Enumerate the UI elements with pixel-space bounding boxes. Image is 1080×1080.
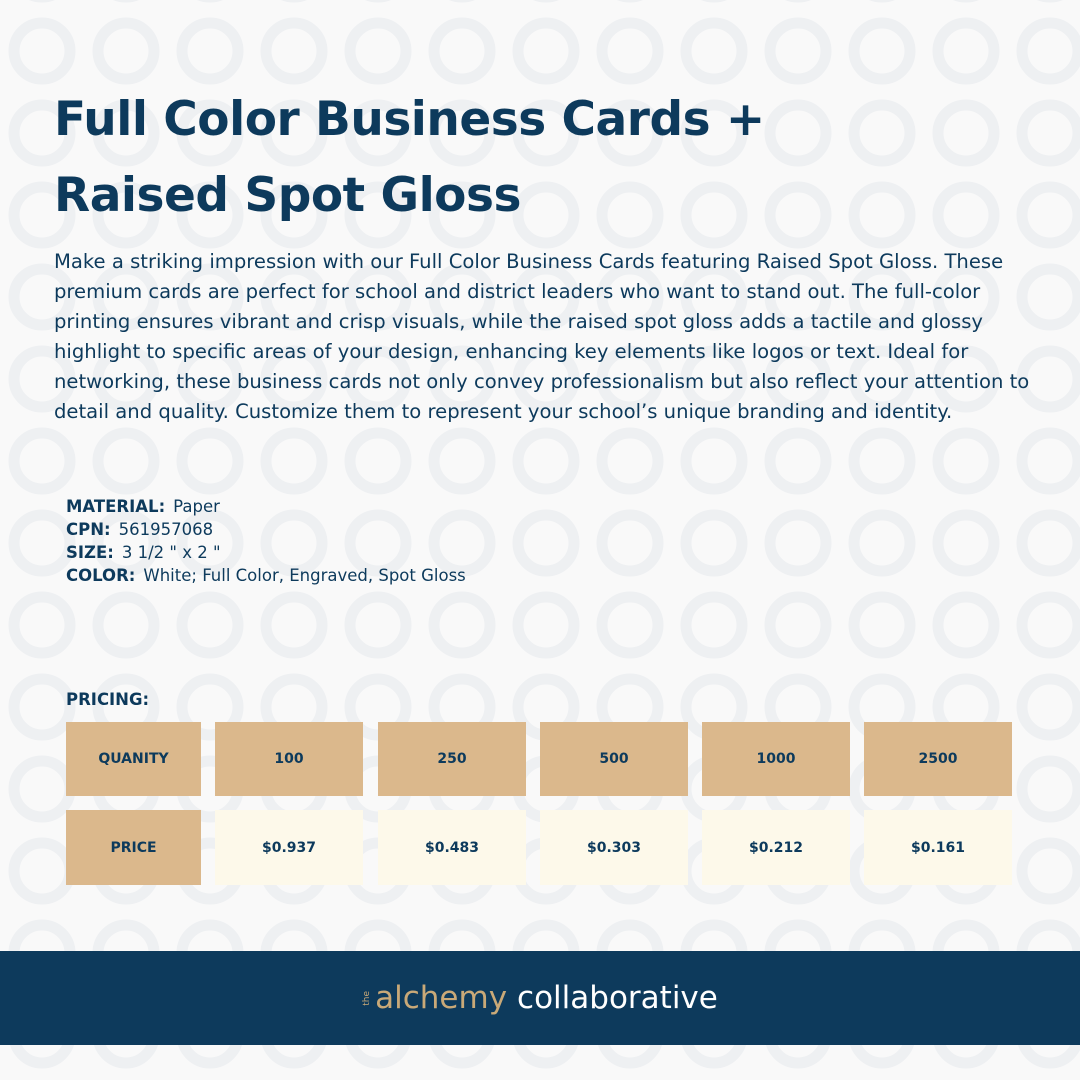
spec-row: SIZE: 3 1/2 " x 2 " (66, 541, 466, 564)
spec-label: CPN: (66, 520, 111, 539)
spec-label: COLOR: (66, 566, 136, 585)
table-cell: $0.161 (864, 810, 1012, 885)
table-cell: $0.303 (540, 810, 688, 885)
pricing-label: PRICING: (66, 690, 150, 709)
spec-label: SIZE: (66, 543, 114, 562)
table-header-cell: QUANITY (66, 722, 201, 796)
logo-brand: alchemy (375, 980, 508, 1016)
table-header-cell: 100 (215, 722, 363, 796)
description: Make a striking impression with our Full… (54, 250, 1030, 423)
table-cell: $0.483 (378, 810, 526, 885)
spec-value: 561957068 (118, 520, 214, 539)
table-cell: PRICE (66, 810, 201, 885)
spec-row: COLOR: White; Full Color, Engraved, Spot … (66, 564, 466, 587)
footer: the alchemy collaborative (0, 951, 1080, 1045)
spec-value: 3 1/2 " x 2 " (121, 543, 221, 562)
table-header-cell: 1000 (702, 722, 850, 796)
spec-value: White; Full Color, Engraved, Spot Gloss (143, 566, 466, 585)
logo-small: the (362, 990, 373, 1006)
spec-row: CPN: 561957068 (66, 518, 466, 541)
table-cell: $0.212 (702, 810, 850, 885)
table-header-cell: 500 (540, 722, 688, 796)
table-cell: $0.937 (215, 810, 363, 885)
table-header-cell: 2500 (864, 722, 1012, 796)
specs: MATERIAL: Paper CPN: 561957068 SIZE: 3 1/2 … (66, 495, 466, 587)
title: Full Color Business Cards + Raised Spot … (54, 92, 765, 223)
logo-rest: collaborative (517, 980, 718, 1016)
spec-row: MATERIAL: Paper (66, 495, 466, 518)
spec-value: Paper (173, 497, 220, 516)
table-header-cell: 250 (378, 722, 526, 796)
spec-label: MATERIAL: (66, 497, 166, 516)
